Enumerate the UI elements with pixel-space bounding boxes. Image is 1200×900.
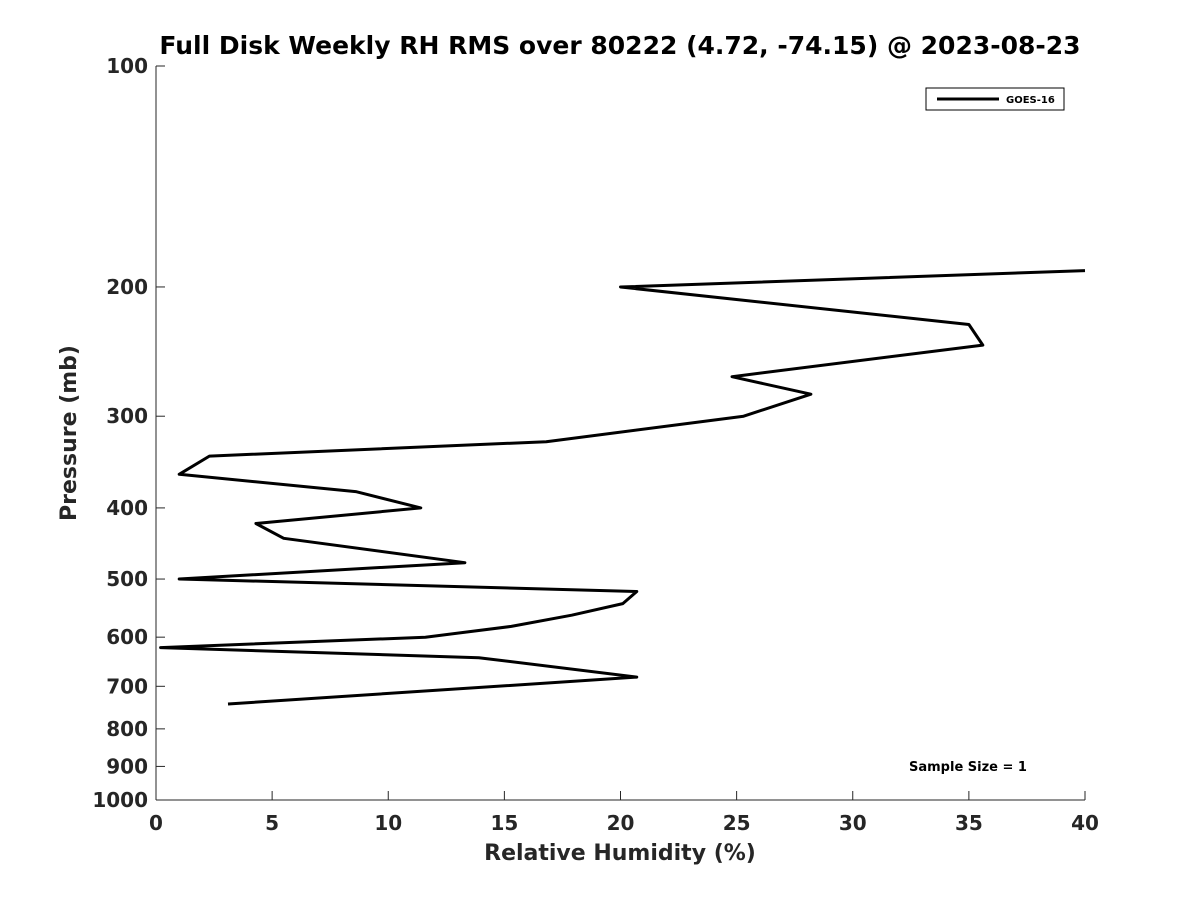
series-line-goes-16 — [159, 269, 1086, 706]
x-tick-label: 30 — [839, 811, 867, 835]
x-axis-ticks: 0 5 10 15 20 25 30 35 40 — [149, 791, 1099, 835]
y-axis-ticks: 100 200 300 400 500 600 700 800 900 1000 — [92, 54, 165, 812]
x-tick-label: 25 — [723, 811, 751, 835]
y-tick-label: 200 — [106, 275, 148, 299]
y-tick-label: 600 — [106, 625, 148, 649]
y-axis-label: Pressure (mb) — [57, 345, 82, 521]
legend: GOES-16 — [925, 87, 1065, 111]
y-tick-label: 800 — [106, 717, 148, 741]
legend-label-goes-16: GOES-16 — [1006, 95, 1055, 106]
series-layer — [159, 269, 1086, 706]
x-tick-label: 0 — [149, 811, 163, 835]
y-tick-label: 900 — [106, 754, 148, 778]
y-tick-label: 500 — [106, 567, 148, 591]
y-tick-label: 100 — [106, 54, 148, 78]
x-axis-label: Relative Humidity (%) — [484, 841, 756, 866]
y-tick-label: 700 — [106, 674, 148, 698]
y-tick-label: 400 — [106, 496, 148, 520]
x-tick-label: 5 — [265, 811, 279, 835]
y-tick-label: 300 — [106, 404, 148, 428]
x-tick-label: 40 — [1071, 811, 1099, 835]
sample-size-note: Sample Size = 1 — [909, 760, 1027, 775]
x-tick-label: 10 — [374, 811, 402, 835]
chart-title: Full Disk Weekly RH RMS over 80222 (4.72… — [159, 31, 1080, 60]
x-tick-label: 20 — [607, 811, 635, 835]
y-tick-label: 1000 — [92, 788, 148, 812]
x-tick-label: 15 — [490, 811, 518, 835]
x-tick-label: 35 — [955, 811, 983, 835]
